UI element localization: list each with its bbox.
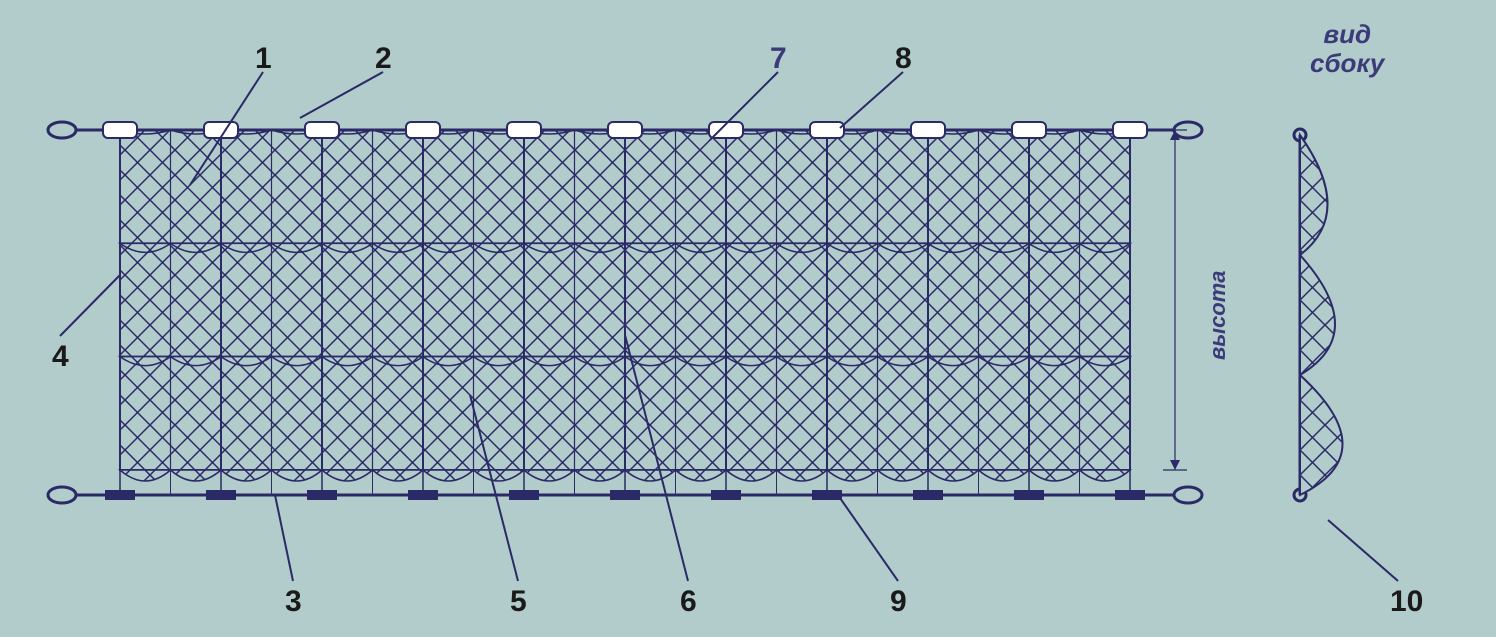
sinker [1014,490,1044,500]
sinker [408,490,438,500]
sinker [812,490,842,500]
callout-label-3: 3 [285,585,302,619]
side-view-title: вид сбоку [1310,20,1384,77]
float [103,122,137,138]
float [507,122,541,138]
callout-leader [840,498,898,581]
sinker [307,490,337,500]
callout-label-4: 4 [52,340,69,374]
callout-label-2: 2 [375,42,392,76]
sinker [1115,490,1145,500]
net-diagram [0,0,1496,637]
sinker [509,490,539,500]
sinker [105,490,135,500]
rope-loop-top-left [48,122,76,138]
float [608,122,642,138]
sinker [206,490,236,500]
callout-label-8: 8 [895,42,912,76]
callout-leader [275,495,293,581]
callout-leader [840,72,903,128]
callout-label-5: 5 [510,585,527,619]
side-pocket [1300,375,1343,495]
side-view-title-l2: сбоку [1310,48,1384,78]
float [1012,122,1046,138]
side-view-title-l1: вид [1323,19,1371,49]
callout-leader [1328,520,1398,581]
side-pocket [1300,135,1328,255]
rope-loop-bot-right [1174,487,1202,503]
callout-label-1: 1 [255,42,272,76]
height-label: высота [1205,270,1231,360]
float [406,122,440,138]
float [810,122,844,138]
sinker [711,490,741,500]
callout-leader [60,275,120,336]
callout-label-10: 10 [1390,585,1423,619]
callout-label-9: 9 [890,585,907,619]
float [305,122,339,138]
side-pocket [1300,255,1335,375]
callout-leader [300,72,383,118]
callout-label-7: 7 [770,42,787,76]
callout-label-6: 6 [680,585,697,619]
float [1113,122,1147,138]
rope-loop-bot-left [48,487,76,503]
sinker [610,490,640,500]
float [911,122,945,138]
sinker [913,490,943,500]
